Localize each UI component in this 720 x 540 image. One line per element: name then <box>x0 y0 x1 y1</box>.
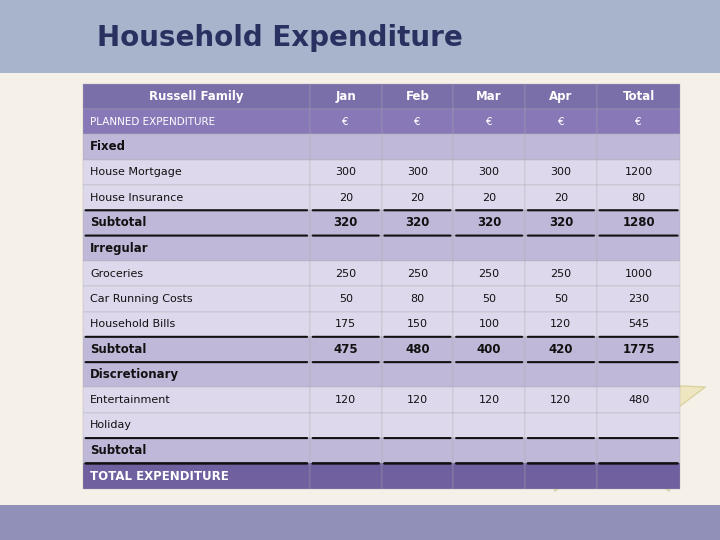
Text: 100: 100 <box>479 319 500 329</box>
Text: 2: 2 <box>38 32 51 50</box>
Text: 20: 20 <box>554 193 568 202</box>
Text: Household Expenditure: Household Expenditure <box>97 24 463 52</box>
Text: €: € <box>635 117 642 127</box>
Text: 300: 300 <box>550 167 572 177</box>
Text: 250: 250 <box>479 268 500 279</box>
Text: 480: 480 <box>628 395 649 405</box>
Text: 1280: 1280 <box>622 217 655 230</box>
Text: House Insurance: House Insurance <box>90 193 184 202</box>
Text: Jan: Jan <box>336 90 356 103</box>
Text: 250: 250 <box>407 268 428 279</box>
Text: 400: 400 <box>477 343 501 356</box>
Text: Car Running Costs: Car Running Costs <box>90 294 193 304</box>
Text: 320: 320 <box>549 217 573 230</box>
Text: 545: 545 <box>628 319 649 329</box>
Text: House Mortgage: House Mortgage <box>90 167 181 177</box>
Polygon shape <box>518 322 706 491</box>
Text: 480: 480 <box>405 343 430 356</box>
Text: Fixed: Fixed <box>90 140 126 153</box>
Text: 320: 320 <box>405 217 430 230</box>
Text: 120: 120 <box>550 319 572 329</box>
Text: 230: 230 <box>628 294 649 304</box>
Text: Holiday: Holiday <box>90 421 132 430</box>
Text: 250: 250 <box>336 268 356 279</box>
Text: 320: 320 <box>333 217 358 230</box>
Text: €: € <box>343 117 349 127</box>
Text: 120: 120 <box>336 395 356 405</box>
Text: 20: 20 <box>338 193 353 202</box>
Text: 80: 80 <box>410 294 425 304</box>
Text: 50: 50 <box>554 294 568 304</box>
Text: 120: 120 <box>407 395 428 405</box>
Text: Entertainment: Entertainment <box>90 395 171 405</box>
Text: 1200: 1200 <box>624 167 652 177</box>
Text: 120: 120 <box>550 395 572 405</box>
Text: 420: 420 <box>549 343 573 356</box>
Text: Mar: Mar <box>477 90 502 103</box>
Polygon shape <box>14 4 76 68</box>
Text: Subtotal: Subtotal <box>90 217 146 230</box>
Text: Subtotal: Subtotal <box>90 444 146 457</box>
Text: Groceries: Groceries <box>90 268 143 279</box>
Text: 175: 175 <box>336 319 356 329</box>
Text: 1775: 1775 <box>622 343 655 356</box>
Text: Subtotal: Subtotal <box>90 343 146 356</box>
Text: 300: 300 <box>407 167 428 177</box>
Text: Total: Total <box>623 90 654 103</box>
Text: Discretionary: Discretionary <box>90 368 179 381</box>
Text: Russell Family: Russell Family <box>149 90 243 103</box>
Text: Apr: Apr <box>549 90 572 103</box>
Text: 20: 20 <box>482 193 496 202</box>
Text: 120: 120 <box>479 395 500 405</box>
Text: 1000: 1000 <box>624 268 652 279</box>
Text: PLANNED EXPENDITURE: PLANNED EXPENDITURE <box>90 117 215 127</box>
Text: 50: 50 <box>482 294 496 304</box>
Text: 320: 320 <box>477 217 501 230</box>
Text: 300: 300 <box>479 167 500 177</box>
Text: Feb: Feb <box>405 90 429 103</box>
Text: 50: 50 <box>338 294 353 304</box>
Text: 475: 475 <box>333 343 358 356</box>
Text: 250: 250 <box>550 268 572 279</box>
Text: €: € <box>557 117 564 127</box>
Text: TOTAL EXPENDITURE: TOTAL EXPENDITURE <box>90 470 229 483</box>
Text: €: € <box>486 117 492 127</box>
Text: Household Bills: Household Bills <box>90 319 175 329</box>
Text: €: € <box>414 117 420 127</box>
Text: Irregular: Irregular <box>90 242 148 255</box>
Text: 150: 150 <box>407 319 428 329</box>
Text: 300: 300 <box>336 167 356 177</box>
Text: 20: 20 <box>410 193 425 202</box>
Text: 80: 80 <box>631 193 646 202</box>
